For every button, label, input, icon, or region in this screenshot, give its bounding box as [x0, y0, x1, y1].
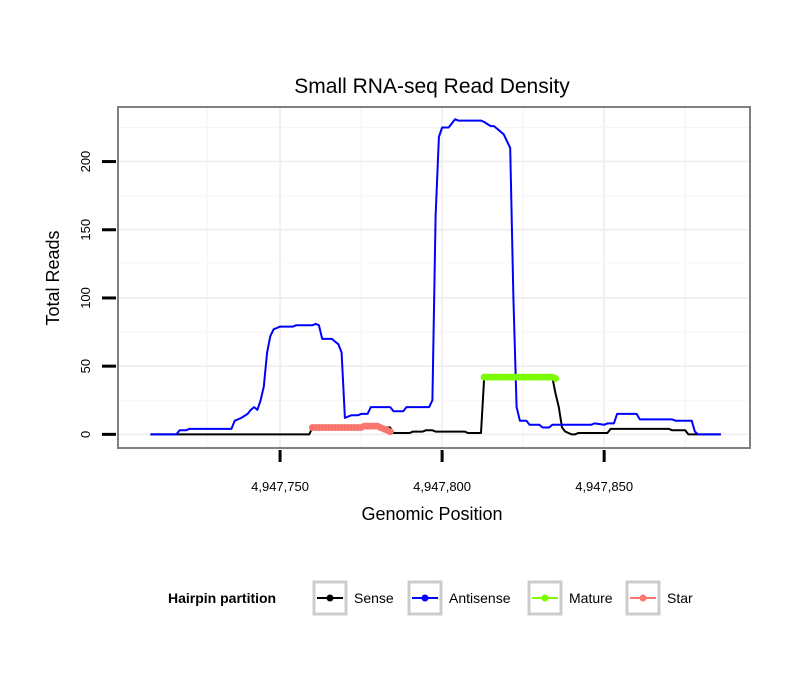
legend-label-sense: Sense: [354, 590, 394, 606]
y-tick-label: 50: [78, 359, 93, 373]
axes: 4,947,750 4,947,800 4,947,850 0 50 100 150 200: [78, 151, 633, 494]
legend: Hairpin partition Sense Antisense Mature St…: [168, 580, 693, 616]
x-tick-label: 4,947,850: [575, 479, 633, 494]
y-tick-label: 200: [78, 151, 93, 173]
series-line-antisense: [150, 118, 721, 436]
y-tick-label: 150: [78, 219, 93, 241]
y-axis-title: Total Reads: [43, 230, 63, 325]
legend-key-point: [326, 594, 334, 602]
series-group: [150, 118, 721, 436]
legend-label-star: Star: [667, 590, 693, 606]
legend-key-point: [639, 594, 647, 602]
legend-key-point: [421, 594, 429, 602]
x-tick-label: 4,947,800: [413, 479, 471, 494]
legend-label-mature: Mature: [569, 590, 613, 606]
data-point-mature: [552, 374, 560, 382]
legend-title: Hairpin partition: [168, 590, 276, 606]
legend-label-antisense: Antisense: [449, 590, 511, 606]
chart-title: Small RNA-seq Read Density: [294, 75, 570, 98]
data-point-star: [386, 428, 394, 436]
x-axis-title: Genomic Position: [361, 504, 502, 524]
x-tick-label: 4,947,750: [251, 479, 309, 494]
y-tick-label: 100: [78, 287, 93, 309]
grid: [119, 108, 749, 447]
legend-key-point: [541, 594, 549, 602]
y-tick-label: 0: [78, 431, 93, 438]
